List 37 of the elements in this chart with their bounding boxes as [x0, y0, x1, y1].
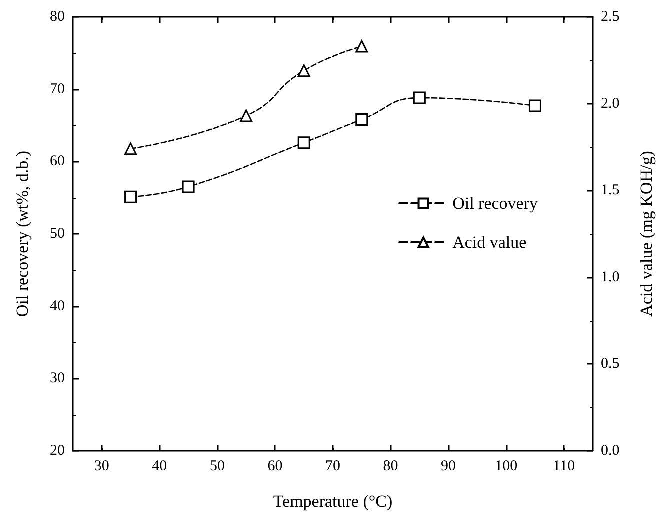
y2-tick-label: 0.5 — [601, 356, 620, 372]
y-tick-label: 80 — [50, 9, 65, 25]
y-tick-label: 30 — [50, 370, 65, 387]
y-tick-label: 20 — [50, 443, 65, 459]
x-axis-title: Temperature (°C) — [273, 492, 393, 511]
y2-tick-label: 0.0 — [601, 443, 620, 459]
y2-axis-title: Acid value (mg KOH/g) — [637, 151, 656, 317]
x-tick-label: 50 — [210, 458, 225, 474]
x-tick-label: 100 — [495, 458, 518, 474]
y-tick-label: 60 — [50, 154, 65, 170]
point — [298, 136, 310, 150]
y2-tick-label: 1.0 — [601, 269, 620, 286]
x-tick-label: 30 — [94, 458, 110, 474]
point — [413, 92, 426, 104]
y-tick-label: 40 — [50, 298, 65, 314]
legend-label: Acid value — [452, 233, 527, 252]
y2-tick-label: 1.5 — [601, 182, 620, 199]
point — [124, 142, 138, 156]
y-tick-label: 50 — [50, 226, 65, 242]
x-tick-label: 40 — [152, 458, 168, 474]
point — [528, 100, 542, 112]
x-tick-label: 80 — [383, 458, 398, 474]
y2-tick-label: 2.5 — [601, 9, 620, 25]
point — [182, 180, 195, 194]
x-tick-label: 70 — [326, 458, 340, 474]
x-tick-label: 60 — [268, 458, 283, 474]
y-axis-title: Oil recovery (wt%, d.b.) — [13, 150, 32, 318]
point — [356, 113, 368, 126]
y2-tick-label: 2.0 — [601, 96, 620, 112]
point — [124, 190, 138, 204]
x-tick-label: 90 — [441, 458, 456, 474]
point — [298, 64, 310, 78]
y-tick-label: 70 — [50, 81, 65, 98]
legend-label: Oil recovery — [452, 194, 538, 213]
x-tick-label: 110 — [553, 458, 576, 474]
point — [356, 40, 368, 53]
point — [240, 110, 253, 122]
